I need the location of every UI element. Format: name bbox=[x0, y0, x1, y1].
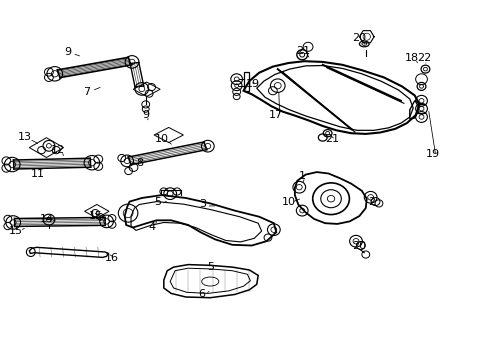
Text: 6: 6 bbox=[198, 289, 205, 300]
Text: 2: 2 bbox=[367, 197, 374, 207]
Text: 16: 16 bbox=[104, 253, 118, 264]
Text: 15: 15 bbox=[88, 211, 102, 221]
Text: 13: 13 bbox=[18, 132, 31, 142]
Text: 12: 12 bbox=[51, 145, 64, 156]
Text: 17: 17 bbox=[269, 110, 283, 120]
Text: 20: 20 bbox=[352, 240, 366, 251]
Text: 4: 4 bbox=[148, 222, 155, 232]
Text: 19: 19 bbox=[246, 78, 260, 89]
Text: 10: 10 bbox=[154, 134, 168, 144]
Text: 7: 7 bbox=[83, 87, 90, 97]
Text: 21: 21 bbox=[296, 46, 309, 56]
Text: 14: 14 bbox=[40, 214, 53, 224]
Text: 21: 21 bbox=[325, 134, 339, 144]
Text: 9: 9 bbox=[142, 110, 149, 120]
Text: 5: 5 bbox=[154, 197, 161, 207]
Text: 8: 8 bbox=[136, 158, 142, 168]
Text: 10: 10 bbox=[281, 197, 295, 207]
Text: 9: 9 bbox=[64, 47, 71, 57]
Text: 11: 11 bbox=[31, 168, 45, 179]
Text: 1: 1 bbox=[298, 171, 305, 181]
Text: 15: 15 bbox=[9, 226, 23, 236]
Text: 3: 3 bbox=[199, 199, 206, 210]
Text: 22: 22 bbox=[416, 53, 431, 63]
Text: 19: 19 bbox=[425, 149, 439, 159]
Text: 20: 20 bbox=[352, 33, 366, 43]
Text: 18: 18 bbox=[404, 53, 418, 63]
Text: 5: 5 bbox=[206, 262, 213, 272]
